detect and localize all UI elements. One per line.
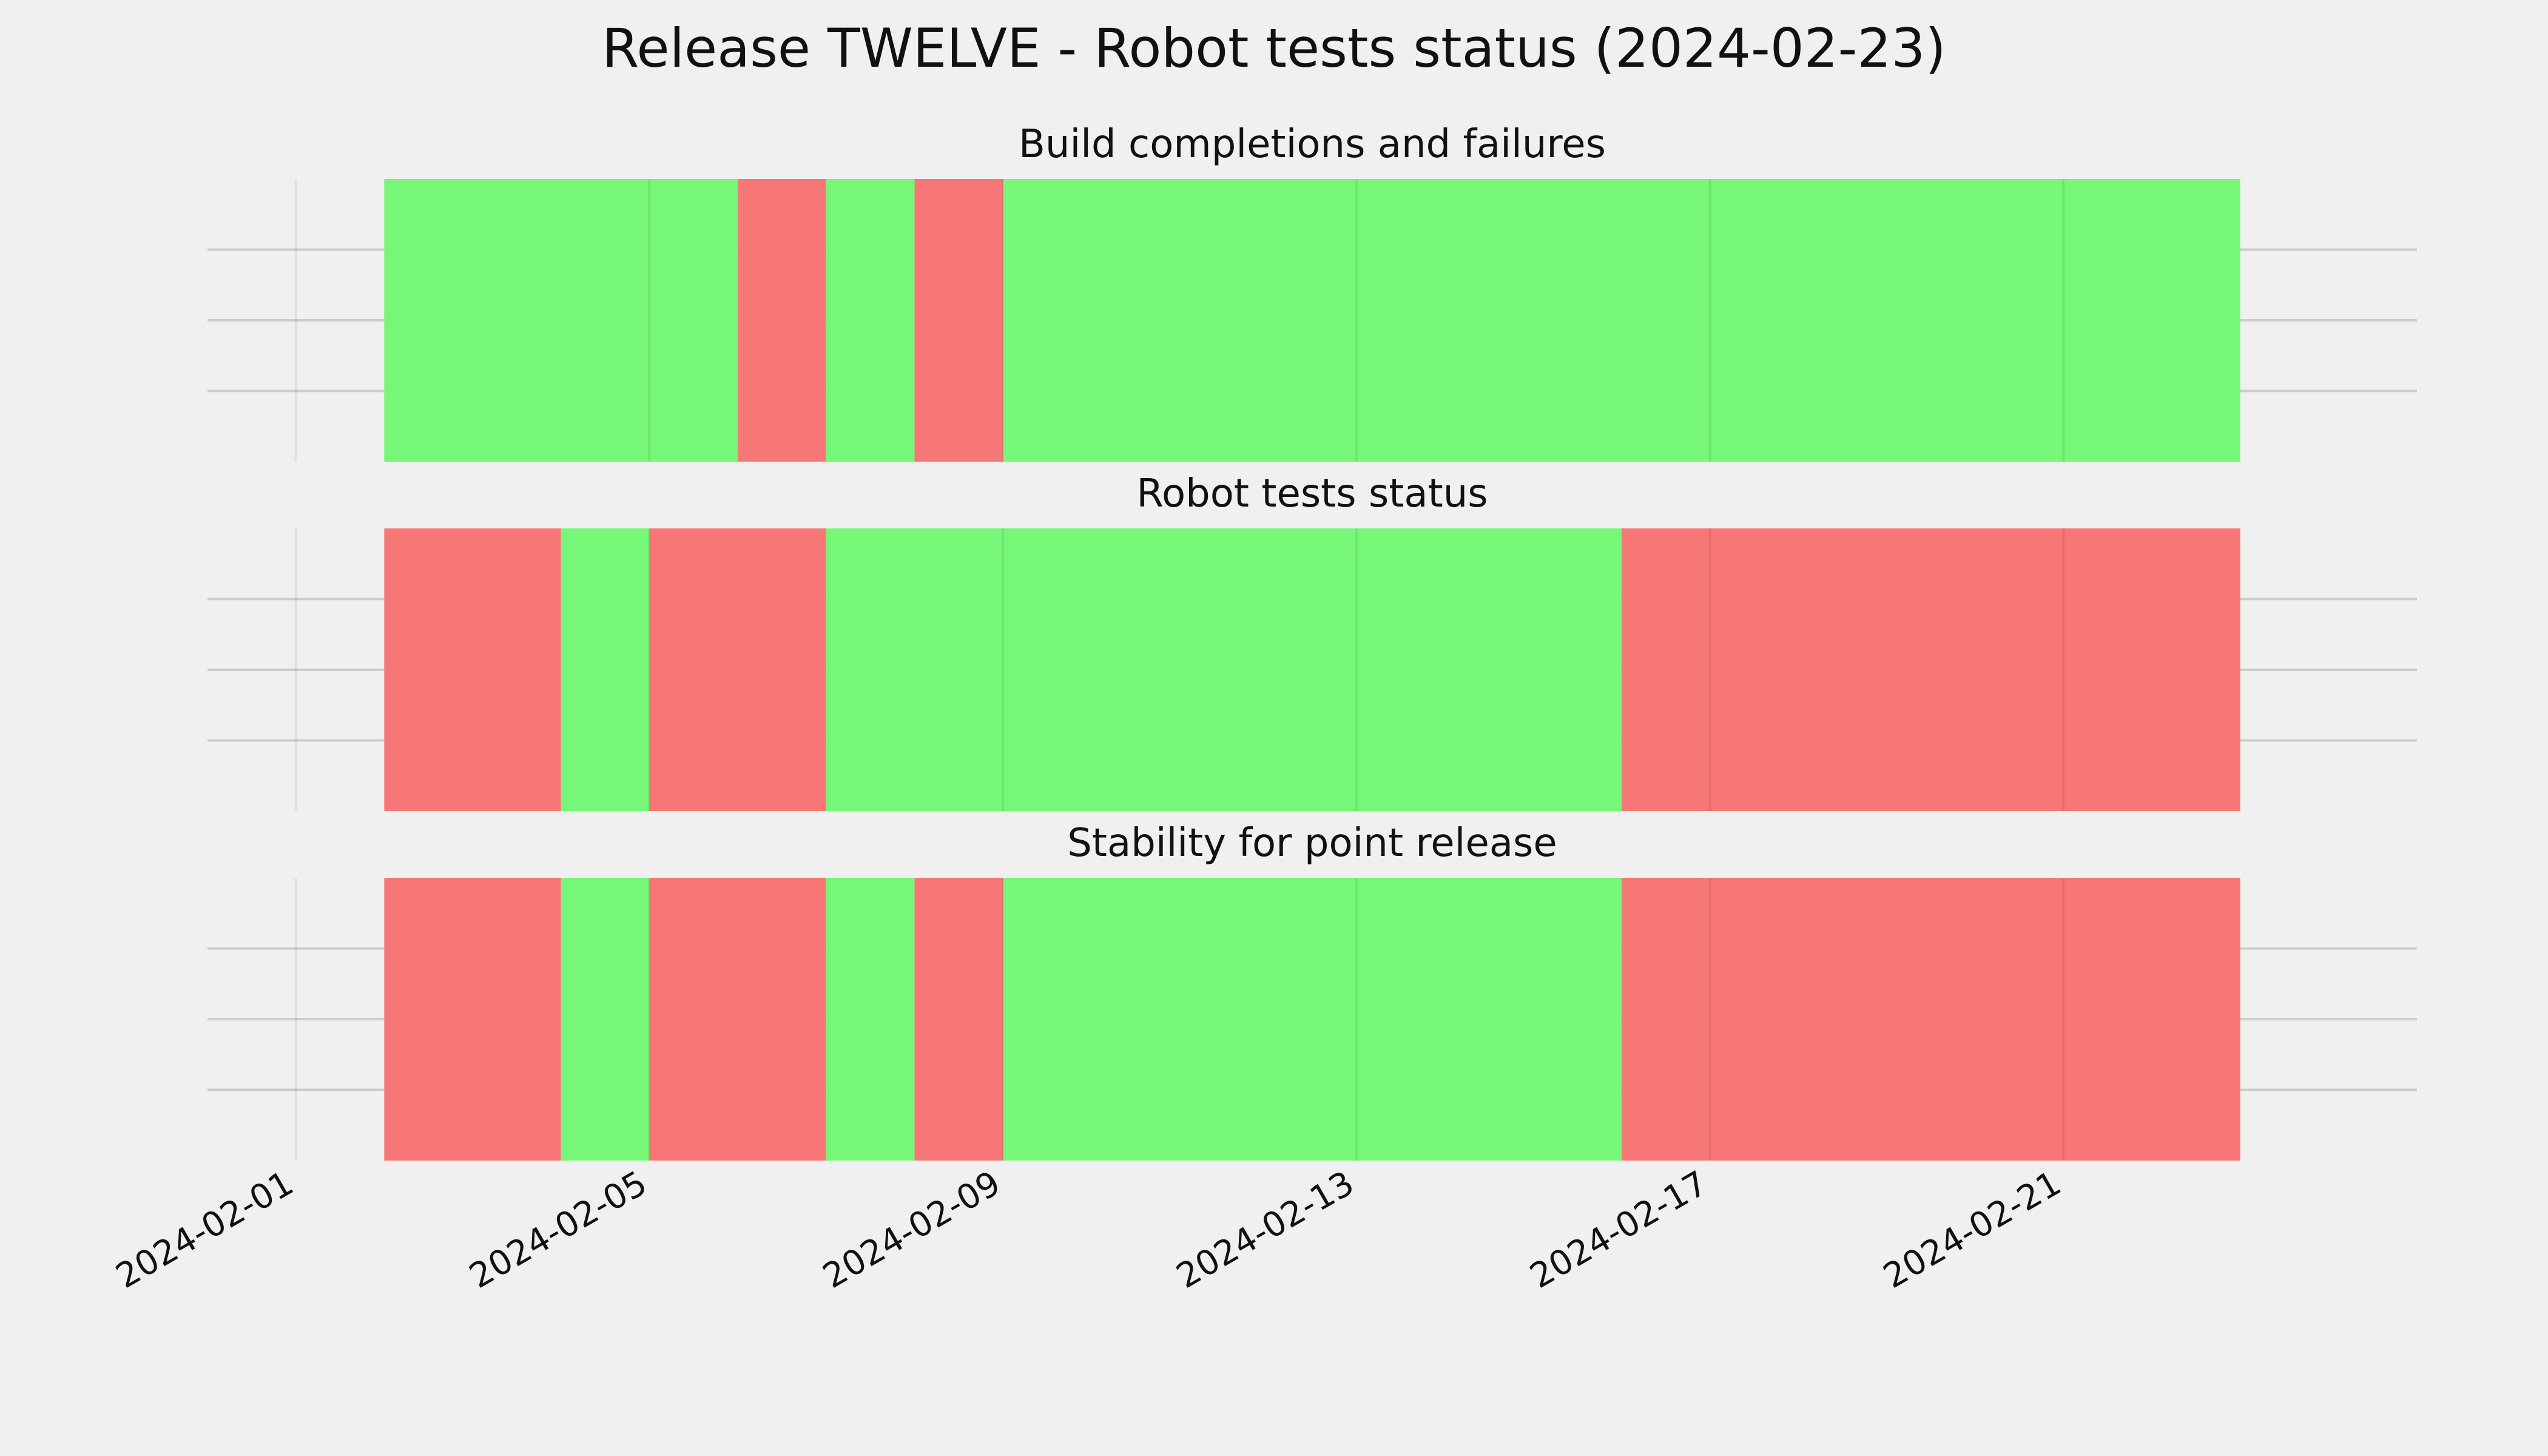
segment-fail [1621,528,2240,811]
panels-group: Build completions and failures Robot test… [207,122,2417,1161]
segment-fail [649,528,826,811]
panel-title: Robot tests status [1136,471,1488,516]
segment-fail [914,179,1003,462]
segment-pass [826,878,915,1161]
panel-2: Robot tests status [207,471,2417,811]
segment-pass [561,878,650,1161]
panel-title: Stability for point release [1067,821,1557,866]
segment-pass [826,179,915,462]
segment-pass [561,528,650,811]
segment-pass [1003,179,2240,462]
chart-title: Release TWELVE - Robot tests status (202… [602,17,1946,79]
segment-fail [1621,878,2240,1161]
segment-fail [384,878,561,1161]
segment-pass [384,179,738,462]
segment-fail [738,179,826,462]
panel-title: Build completions and failures [1019,122,1606,167]
panel-3: Stability for point release [207,821,2417,1161]
panel-1: Build completions and failures [207,122,2417,462]
segment-fail [914,878,1003,1161]
segment-pass [1003,878,1622,1161]
segment-fail [649,878,826,1161]
segment-fail [384,528,561,811]
segment-pass [826,528,1622,811]
